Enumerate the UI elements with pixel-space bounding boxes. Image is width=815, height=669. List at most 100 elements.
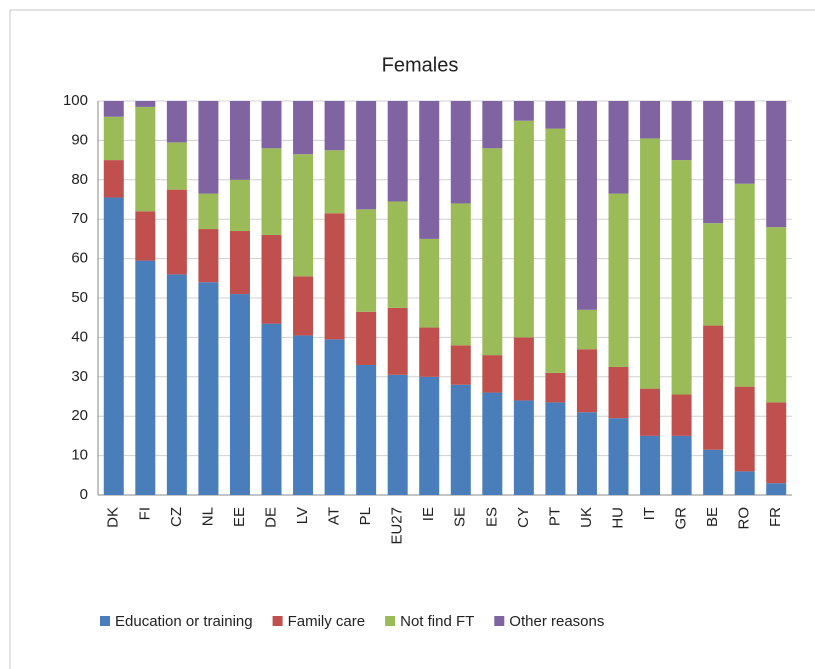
bar-segment xyxy=(166,142,187,190)
y-tick-label: 80 xyxy=(71,171,88,188)
bar-segment xyxy=(135,101,156,107)
y-tick-label: 10 xyxy=(71,447,88,464)
bar-segment xyxy=(545,402,566,495)
y-tick-label: 0 xyxy=(80,486,88,503)
bar-segment xyxy=(261,234,282,324)
bar-segment xyxy=(198,229,219,283)
bar-segment xyxy=(135,211,156,261)
legend-label: Education or training xyxy=(115,613,253,630)
x-tick-label: EE xyxy=(231,507,248,527)
bar-segment xyxy=(576,412,597,495)
bar-segment xyxy=(482,148,503,356)
bar-segment xyxy=(293,276,314,336)
legend-swatch xyxy=(272,616,283,626)
bar-segment xyxy=(387,374,408,495)
bar-segment xyxy=(545,128,566,373)
bar-segment xyxy=(419,101,440,239)
bar-segment xyxy=(166,189,187,275)
legend-swatch xyxy=(385,616,396,626)
bar-segment xyxy=(103,101,124,117)
bar-segment xyxy=(640,101,661,139)
chart-title: Females xyxy=(382,54,459,76)
bar-segment xyxy=(166,274,187,495)
x-tick-label: EU27 xyxy=(389,507,406,545)
bar-segment xyxy=(135,106,156,212)
legend-label: Not find FT xyxy=(400,613,474,630)
bar-segment xyxy=(703,325,724,450)
bar-segment xyxy=(356,364,377,495)
bar-segment xyxy=(356,209,377,312)
bar-segment xyxy=(135,260,156,495)
legend-swatch xyxy=(100,616,110,626)
y-tick-label: 60 xyxy=(71,250,88,267)
bar-segment xyxy=(103,160,124,198)
bar-segment xyxy=(261,101,282,149)
bar-segment xyxy=(103,197,124,495)
y-tick-label: 70 xyxy=(71,210,88,227)
bar-segment xyxy=(166,101,187,143)
bar-segment xyxy=(450,345,471,385)
x-tick-label: NL xyxy=(199,507,216,526)
x-tick-label: CY xyxy=(515,507,532,528)
bar-segment xyxy=(640,138,661,389)
bar-segment xyxy=(419,238,440,328)
bar-segment xyxy=(293,335,314,495)
bar-segment xyxy=(640,388,661,436)
bar-segment xyxy=(482,355,503,393)
bar-segment xyxy=(608,193,629,367)
bar-segment xyxy=(387,201,408,308)
bar-segment xyxy=(198,193,219,230)
bar-segment xyxy=(545,372,566,403)
bar-segment xyxy=(703,449,724,495)
bar-segment xyxy=(608,418,629,495)
bar-segment xyxy=(356,311,377,365)
bar-segment xyxy=(513,101,534,121)
bar-segment xyxy=(734,183,755,387)
bar-segment xyxy=(576,309,597,350)
bar-segment xyxy=(261,323,282,495)
bar-segment xyxy=(703,101,724,224)
bar-segment xyxy=(513,337,534,401)
x-tick-label: GR xyxy=(673,507,690,530)
y-tick-label: 90 xyxy=(71,131,88,148)
bar-segment xyxy=(545,101,566,129)
bar-segment xyxy=(324,339,345,495)
bar-segment xyxy=(324,101,345,151)
bar-segment xyxy=(450,384,471,495)
bar-segment xyxy=(513,120,534,338)
bar-segment xyxy=(734,471,755,495)
x-tick-label: SE xyxy=(452,507,469,527)
bar-segment xyxy=(356,101,377,210)
x-tick-label: UK xyxy=(578,507,595,528)
x-tick-label: FI xyxy=(136,507,153,520)
bar-segment xyxy=(766,227,787,403)
x-tick-label: IE xyxy=(420,507,437,521)
bar-segment xyxy=(324,150,345,214)
bar-segment xyxy=(229,294,250,495)
bar-segment xyxy=(576,349,597,413)
bar-segment xyxy=(419,376,440,495)
bar-segment xyxy=(640,435,661,495)
bar-segment xyxy=(387,101,408,202)
bar-segment xyxy=(671,435,692,495)
x-tick-label: LV xyxy=(294,507,311,524)
y-tick-label: 40 xyxy=(71,328,88,345)
legend-label: Other reasons xyxy=(509,613,604,630)
bar-segment xyxy=(734,386,755,472)
bar-segment xyxy=(482,392,503,495)
x-tick-label: ES xyxy=(483,507,500,527)
bar-segment xyxy=(229,231,250,295)
y-tick-label: 30 xyxy=(71,368,88,385)
x-tick-label: DE xyxy=(262,507,279,528)
bar-segment xyxy=(703,223,724,326)
bar-segment xyxy=(293,154,314,277)
x-tick-label: PT xyxy=(546,507,563,526)
bar-segment xyxy=(450,203,471,346)
x-tick-label: RO xyxy=(736,507,753,530)
bar-segment xyxy=(576,101,597,310)
bar-segment xyxy=(450,101,471,204)
bar-segment xyxy=(608,101,629,194)
bar-segment xyxy=(229,101,250,180)
y-tick-label: 100 xyxy=(63,92,88,109)
